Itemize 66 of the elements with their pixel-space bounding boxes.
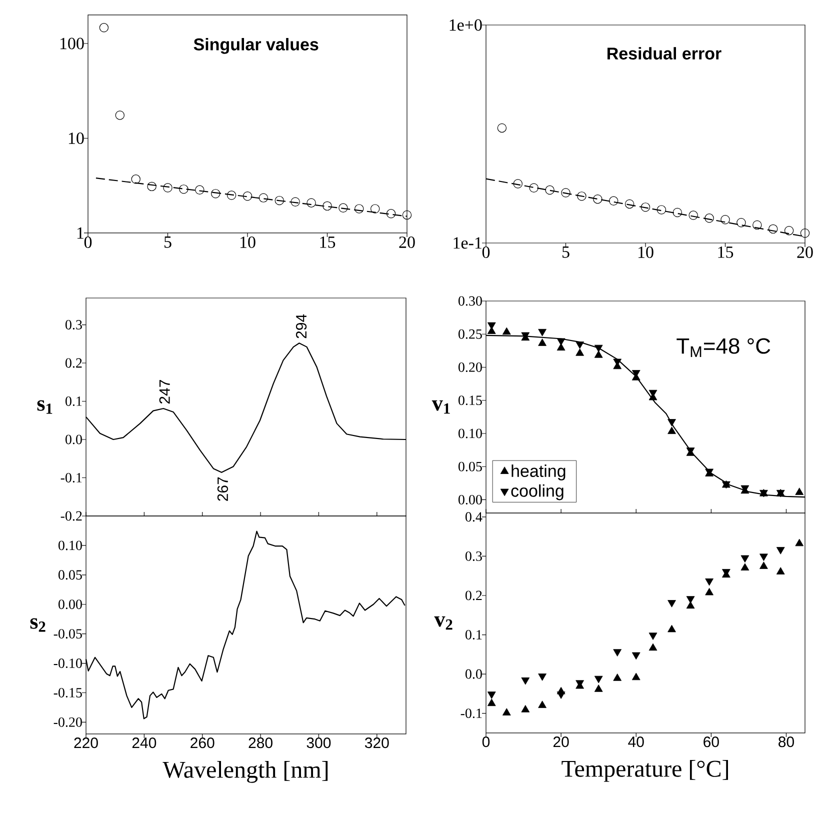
y-tick-label: 0.1: [466, 630, 482, 640]
x-tick-label: 10: [638, 246, 654, 258]
y-tick-label: 0.05: [58, 570, 82, 580]
y-tick-label: -0.15: [54, 688, 82, 698]
annotation: 294: [296, 314, 307, 338]
y-tick-label: 0.30: [458, 296, 482, 306]
y-axis-title: s$_{1}$: [37, 400, 52, 414]
x-tick-label: 20: [797, 246, 813, 258]
y-tick-label: 0.4: [466, 512, 482, 522]
y-tick-label: 100: [60, 38, 84, 50]
x-tick-label: 20: [399, 236, 415, 248]
y-tick-label: -0.20: [54, 717, 82, 727]
y-tick-label: 0.1: [66, 396, 82, 406]
x-tick-label: 20: [553, 736, 569, 748]
y-axis-title: s$_{2}$: [30, 618, 46, 632]
y-tick-label: 1e+0: [450, 19, 482, 31]
x-tick-label: 5: [562, 246, 570, 258]
x-tick-label: 0: [482, 736, 490, 748]
x-tick-label: 320: [364, 738, 389, 748]
y-tick-label: 0.10: [58, 540, 82, 550]
x-tick-label: 280: [248, 738, 272, 748]
annotation: 247: [159, 380, 170, 404]
legend-label: heating: [512, 464, 566, 480]
y-tick-label: 0.10: [458, 428, 482, 438]
annotation: 267: [217, 477, 228, 501]
x-tick-label: 80: [778, 736, 794, 748]
x-tick-label: 40: [628, 736, 644, 748]
x-tick-label: 260: [190, 738, 214, 748]
y-tick-label: 0.0: [66, 434, 82, 444]
x-tick-label: 15: [718, 246, 734, 258]
y-tick-label: 0.00: [58, 600, 82, 610]
y-tick-label: -0.1: [460, 708, 482, 718]
x-tick-label: 220: [74, 738, 98, 748]
y-tick-label: -0.1: [60, 472, 82, 483]
y-tick-label: 0.0: [466, 669, 482, 679]
x-axis-title: Temperature [°C]: [562, 760, 728, 782]
x-tick-label: 60: [704, 736, 719, 748]
x-axis-title: Wavelength [nm]: [162, 761, 328, 783]
text: Singular values: [194, 38, 318, 54]
y-tick-label: 0.3: [66, 320, 82, 330]
y-tick-label: 0.20: [458, 362, 482, 372]
y-tick-label: 10: [68, 132, 84, 144]
y-tick-label: -0.05: [54, 629, 82, 639]
y-axis-title: v$_{2}$: [434, 616, 452, 630]
text: Residual error: [608, 47, 722, 60]
y-tick-label: 1: [77, 227, 84, 239]
y-tick-label: 0.3: [466, 551, 482, 561]
y-tick-label: 0.15: [458, 396, 482, 406]
y-tick-label: 0.2: [466, 590, 482, 600]
x-tick-label: 240: [132, 738, 156, 748]
x-tick-label: 10: [240, 236, 256, 248]
y-tick-label: 0.2: [66, 358, 82, 368]
legend-label: cooling: [511, 484, 564, 500]
x-tick-label: 0: [84, 236, 92, 248]
y-axis-title: v$_{1}$: [432, 400, 450, 414]
y-tick-label: -0.2: [60, 511, 82, 521]
x-tick-label: 5: [164, 236, 172, 248]
y-tick-label: 1e-1: [454, 237, 482, 249]
x-tick-label: 15: [320, 236, 336, 248]
y-tick-label: 0.05: [458, 462, 482, 472]
annotation: T$_{M}$=48 °C: [676, 338, 770, 358]
x-tick-label: 300: [306, 738, 331, 748]
y-tick-label: 0.00: [458, 494, 482, 504]
y-tick-label: -0.10: [54, 658, 82, 668]
y-tick-label: 0.25: [458, 329, 482, 339]
x-tick-label: 0: [482, 246, 490, 258]
